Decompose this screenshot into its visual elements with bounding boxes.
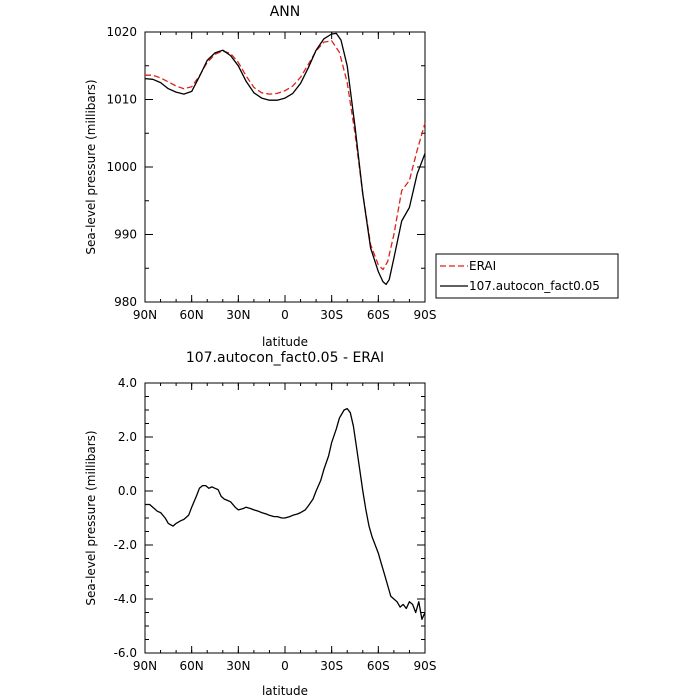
top-x-tick-label: 60N: [180, 308, 204, 322]
bottom-y-tick-label: -6.0: [114, 646, 137, 660]
bottom-chart-ylabel: Sea-level pressure (millibars): [84, 430, 98, 605]
bottom-x-tick-label: 60S: [367, 659, 390, 673]
bottom-y-tick-label: 4.0: [118, 376, 137, 390]
top-chart-xlabel: latitude: [262, 335, 308, 349]
top-chart-frame: [144, 31, 426, 303]
top-x-tick-label: 0: [281, 308, 289, 322]
top-series-line-1: [144, 32, 426, 286]
bottom-y-tick-label: -4.0: [114, 592, 137, 606]
top-chart-ylabel: Sea-level pressure (millibars): [84, 79, 98, 254]
bottom-y-tick-label: 2.0: [118, 430, 137, 444]
legend-label-erai: ERAI: [469, 259, 496, 273]
top-x-tick-label: 30S: [320, 308, 343, 322]
bottom-chart-xlabel: latitude: [262, 684, 308, 698]
top-series-line-0: [145, 40, 426, 271]
top-x-tick-label: 60S: [367, 308, 390, 322]
top-y-tick-label: 980: [114, 295, 137, 309]
bottom-y-tick-label: 0.0: [118, 484, 137, 498]
legend-box: [435, 253, 619, 299]
top-chart-ticks: 90N 60N 30N 0 30S 60S 90S 980 990 1000 1010 1020: [106, 25, 436, 322]
top-x-tick-label: 30N: [226, 308, 250, 322]
bottom-chart-panel: 107.autocon_fact0.05 - ERAI 90N 60N 30N 0 30…: [84, 350, 436, 698]
bottom-x-tick-label: 0: [281, 659, 289, 673]
top-chart-title: ANN: [270, 4, 301, 20]
bottom-x-tick-label: 30S: [320, 659, 343, 673]
top-x-tick-label: 90N: [133, 308, 157, 322]
top-x-tick-label: 90S: [414, 308, 437, 322]
top-y-tick-label: 1000: [106, 160, 137, 174]
legend-label-model: 107.autocon_fact0.05: [469, 279, 600, 293]
bottom-y-tick-label: -2.0: [114, 538, 137, 552]
bottom-x-tick-label: 90S: [414, 659, 437, 673]
bottom-chart-series: [145, 407, 426, 620]
bottom-chart-ticks: 90N 60N 30N 0 30S 60S 90S -6.0 -4.0 -2.0 0.0 2.0 4.0: [114, 376, 437, 673]
top-chart-legend: ERAI 107.autocon_fact0.05: [435, 253, 619, 299]
top-y-tick-label: 990: [114, 228, 137, 242]
top-chart-series: [144, 32, 426, 286]
bottom-x-tick-label: 90N: [133, 659, 157, 673]
bottom-chart-title: 107.autocon_fact0.05 - ERAI: [186, 350, 384, 366]
bottom-chart-frame: [144, 382, 426, 654]
top-chart-panel: ANN 90N 60N 30N 0 30S 60S 90S 980 990 1000 1010 102…: [84, 4, 619, 349]
bottom-x-tick-label: 30N: [226, 659, 250, 673]
bottom-series-line-0: [145, 407, 426, 620]
top-y-tick-label: 1010: [106, 93, 137, 107]
top-y-tick-label: 1020: [106, 25, 137, 39]
bottom-x-tick-label: 60N: [180, 659, 204, 673]
